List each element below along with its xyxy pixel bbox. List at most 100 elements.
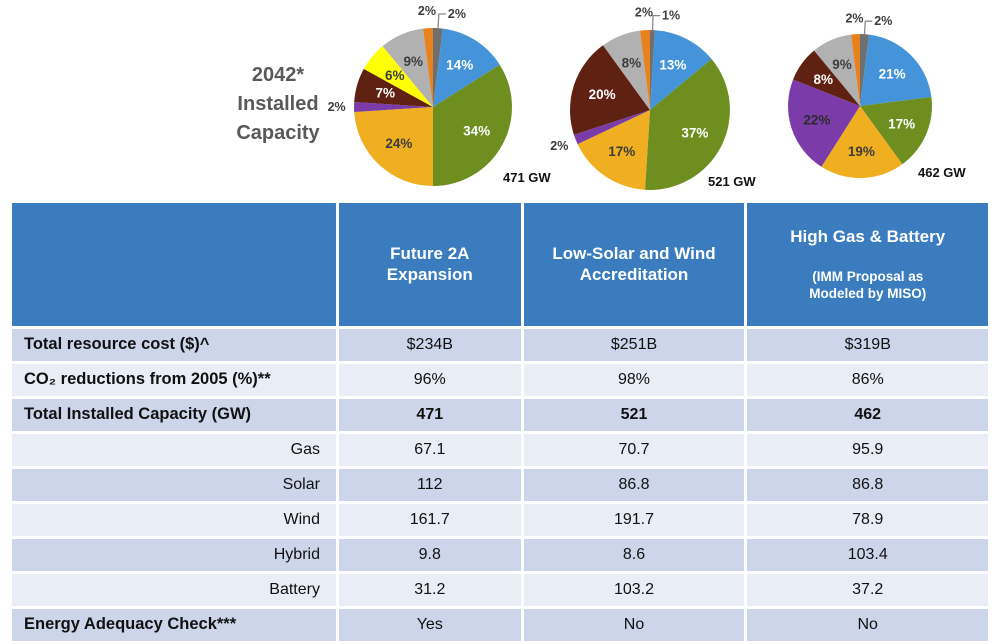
cell: $251B [523, 328, 745, 361]
pie-slice [821, 106, 903, 178]
pie-svg: 1% 13% 37% 17% 2% 20% 8% 2% [550, 6, 730, 190]
table-row: CO₂ reductions from 2005 (%)** 96% 98% 86% [12, 363, 988, 396]
cell: 462 [747, 398, 988, 431]
pie-label: 9% [832, 57, 852, 72]
header-col-high-gas-battery: High Gas & Battery (IMM Proposal as Mode… [747, 203, 988, 326]
pie-slice [354, 107, 433, 186]
pie-label: 2% [874, 14, 892, 28]
pie-label: 19% [848, 144, 875, 159]
pie-slice [382, 28, 433, 107]
pie-slice [640, 29, 650, 110]
pie-total-label: 462 GW [918, 165, 966, 180]
pie-slice [650, 30, 712, 110]
pie-label: 21% [879, 66, 906, 81]
table-row: Total Installed Capacity (GW) 471 521 462 [12, 398, 988, 431]
pie-label: 2% [550, 139, 568, 153]
pie-label: 9% [403, 54, 423, 69]
header-col-low-solar-wind: Low-Solar and Wind Accreditation [523, 203, 745, 326]
pie-label: 34% [463, 124, 490, 139]
pie-slice [860, 97, 932, 165]
row-label: Battery [12, 573, 336, 606]
cell: 161.7 [338, 503, 521, 536]
pie-label: 8% [622, 56, 642, 71]
header-col-future-2a: Future 2A Expansion [338, 203, 521, 326]
table-row: Battery 31.2 103.2 37.2 [12, 573, 988, 606]
cell: 96% [338, 363, 521, 396]
pie-slice [573, 110, 650, 145]
pie-label: 17% [888, 117, 915, 132]
cell: 67.1 [338, 433, 521, 466]
header-col-title: High Gas & Battery [790, 227, 946, 247]
pie-label: 6% [385, 68, 405, 83]
chart-caption: 2042* Installed Capacity [236, 64, 320, 144]
pie-slice [860, 34, 932, 106]
leader-line [651, 14, 660, 31]
pie-slice [814, 34, 860, 106]
cell: $319B [747, 328, 988, 361]
pie-total-label: 471 GW [503, 170, 551, 185]
pie-label: 37% [681, 125, 708, 140]
header-empty-cell [12, 203, 336, 326]
cell: 86.8 [747, 468, 988, 501]
pie-slice [570, 45, 650, 135]
cell: 521 [523, 398, 745, 431]
leader-line [437, 13, 446, 29]
pie-label: 7% [375, 86, 395, 101]
leader-line [863, 20, 873, 35]
pie-label: 20% [589, 87, 616, 102]
pie-label: 24% [385, 136, 412, 151]
pie-label: 2% [635, 6, 653, 20]
pie-slice [354, 68, 433, 107]
pie-chart-future-2a: 2% 14% 34% 24% 2% 7% 6% 9% 2% [313, 0, 553, 227]
cell: 95.9 [747, 433, 988, 466]
cell: 8.6 [523, 538, 745, 571]
pie-slice [433, 28, 500, 107]
table-header: Future 2A Expansion Low-Solar and Wind A… [12, 203, 988, 326]
cell: 103.4 [747, 538, 988, 571]
cell: 78.9 [747, 503, 988, 536]
table-row: Total resource cost ($)^ $234B $251B $319B [12, 328, 988, 361]
comparison-table: Future 2A Expansion Low-Solar and Wind A… [9, 200, 991, 644]
row-label: Wind [12, 503, 336, 536]
pie-slice [433, 64, 512, 186]
pie-slice [577, 110, 650, 190]
pie-label: 2% [418, 4, 436, 18]
pie-label: 2% [845, 11, 863, 25]
cell: 86% [747, 363, 988, 396]
pie-chart-low-solar-wind: 1% 13% 37% 17% 2% 20% 8% 2% [530, 0, 770, 230]
cell: 103.2 [523, 573, 745, 606]
pie-label: 13% [659, 58, 686, 73]
table-row: Wind 161.7 191.7 78.9 [12, 503, 988, 536]
pie-chart-high-gas-battery: 2% 21% 17% 19% 22% 8% 9% 2% [740, 0, 980, 226]
cell: $234B [338, 328, 521, 361]
pie-slice [603, 30, 650, 110]
pie-total-label: 521 GW [708, 174, 756, 189]
cell: 37.2 [747, 573, 988, 606]
cell: 471 [338, 398, 521, 431]
row-label: Total resource cost ($)^ [12, 328, 336, 361]
header-row: Future 2A Expansion Low-Solar and Wind A… [12, 203, 988, 326]
row-label: Gas [12, 433, 336, 466]
table-row: Gas 67.1 70.7 95.9 [12, 433, 988, 466]
pie-slice [433, 27, 443, 107]
pie-label: 14% [446, 58, 473, 73]
cell: 9.8 [338, 538, 521, 571]
row-label: CO₂ reductions from 2005 (%)** [12, 363, 336, 396]
pie-label: 2% [328, 100, 346, 114]
pie-slice [363, 46, 433, 107]
pie-slice [650, 30, 655, 110]
row-label: Hybrid [12, 538, 336, 571]
cell: 70.7 [523, 433, 745, 466]
table-row: Solar 112 86.8 86.8 [12, 468, 988, 501]
pie-chart-section: 2042* Installed Capacity 2% 14% 34% 24% 2% 7%… [0, 0, 1000, 200]
cell: 86.8 [523, 468, 745, 501]
pie-slice [851, 34, 860, 106]
pie-slice [793, 50, 860, 106]
pie-label: 2% [448, 7, 466, 21]
pie-slice [423, 27, 433, 107]
table-body: Total resource cost ($)^ $234B $251B $319B C… [12, 328, 988, 641]
pie-label: 1% [662, 9, 680, 23]
pie-slice [354, 102, 433, 112]
pie-label: 8% [814, 72, 834, 87]
